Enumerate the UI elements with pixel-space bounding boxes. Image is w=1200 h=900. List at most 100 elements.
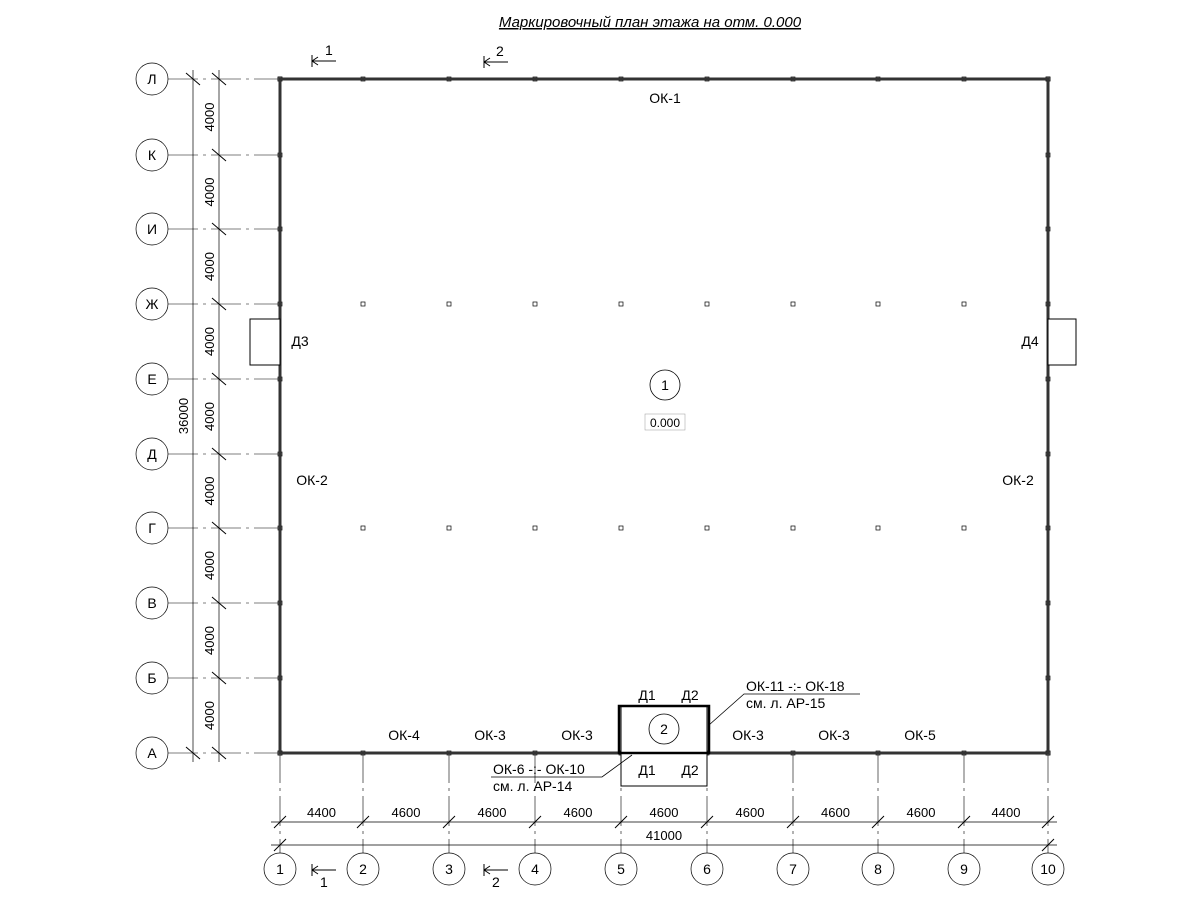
row-total-dim: 36000: [176, 398, 191, 434]
label-ok4: ОК-4: [388, 727, 420, 743]
entrance-vestibule: [620, 705, 708, 787]
col-axis-label: 6: [703, 861, 711, 877]
interior-column: [360, 301, 366, 307]
label-ok3: ОК-3: [474, 727, 506, 743]
row-dim-value: 4000: [202, 626, 217, 655]
room-number: 1: [661, 377, 669, 393]
col-axis-label: 10: [1040, 861, 1056, 877]
level-box: [644, 413, 686, 431]
vestibule-d4: [1047, 318, 1077, 366]
label-ok1: ОК-1: [649, 90, 681, 106]
row-dim-value: 4000: [202, 402, 217, 431]
interior-column: [360, 525, 366, 531]
section-arrow-icon: [311, 864, 336, 876]
col-dim-value: 4600: [564, 805, 593, 820]
row-axis-label: Е: [147, 371, 156, 387]
label-ok5: ОК-5: [904, 727, 936, 743]
label-ok2-right: ОК-2: [1002, 472, 1034, 488]
row-axis-label: Д: [147, 446, 157, 462]
vestibule-walls: [617, 704, 711, 755]
col-axis-label: 4: [531, 861, 539, 877]
col-axis-label: 7: [789, 861, 797, 877]
col-dim-value: 4600: [907, 805, 936, 820]
col-dim-value: 4600: [650, 805, 679, 820]
section-arrow-icon: [483, 864, 508, 876]
callout-leader: [708, 693, 860, 726]
row-axis-label: В: [147, 595, 156, 611]
col-dim-value: 4600: [392, 805, 421, 820]
col-dim-value: 4400: [992, 805, 1021, 820]
interior-column: [704, 301, 710, 307]
label-ok2-left: ОК-2: [296, 472, 328, 488]
section-mark: 1: [325, 42, 333, 58]
section-mark: 2: [496, 43, 504, 59]
interior-column: [618, 301, 624, 307]
room-marker: [649, 369, 681, 401]
col-axis-label: 8: [874, 861, 882, 877]
label-d2: Д2: [681, 762, 698, 778]
row-axis-label: Б: [147, 670, 156, 686]
row-dim-value: 4000: [202, 178, 217, 207]
section-mark: 1: [320, 874, 328, 890]
label-d1: Д1: [638, 762, 655, 778]
interior-column: [961, 525, 967, 531]
col-dim-value: 4600: [736, 805, 765, 820]
interior-column: [875, 525, 881, 531]
plan-labels: ОК-1 ОК-2 ОК-2 ОК-4 ОК-3 ОК-3 ОК-3 ОК-3 …: [291, 42, 1038, 890]
interior-column: [961, 301, 967, 307]
row-dim-value: 4000: [202, 551, 217, 580]
interior-column: [618, 525, 624, 531]
label-d3: Д3: [291, 333, 308, 349]
label-ok3: ОК-3: [561, 727, 593, 743]
section-arrow-icon: [311, 55, 336, 67]
col-axis-label: 1: [276, 861, 284, 877]
row-dim-value: 4000: [202, 103, 217, 132]
callout-text: ОК-6 -:- ОК-10: [493, 761, 585, 777]
row-axis-label: И: [147, 221, 157, 237]
callout-text: ОК-11 -:- ОК-18: [746, 678, 845, 694]
section-mark: 2: [492, 874, 500, 890]
label-d4: Д4: [1021, 333, 1038, 349]
axis-grid: ЛКИЖЕДГВБА400040004000400040004000400040…: [135, 62, 1065, 886]
interior-column: [446, 525, 452, 531]
label-ok3: ОК-3: [818, 727, 850, 743]
section-arrow-icon: [483, 56, 508, 68]
label-d1: Д1: [638, 687, 655, 703]
row-dim-value: 4000: [202, 701, 217, 730]
label-ok3: ОК-3: [732, 727, 764, 743]
col-total-dim: 41000: [646, 828, 682, 843]
row-axis-label: А: [147, 745, 157, 761]
row-axis-label: Л: [147, 71, 156, 87]
interior-column: [790, 525, 796, 531]
label-d2: Д2: [681, 687, 698, 703]
interior-column: [704, 525, 710, 531]
interior-column: [532, 301, 538, 307]
drawing-title: Маркировочный план этажа на отм. 0.000: [499, 14, 802, 31]
row-dim-value: 4000: [202, 327, 217, 356]
room-marker: [648, 713, 680, 745]
col-dim-value: 4600: [821, 805, 850, 820]
room-number: 2: [660, 721, 668, 737]
row-axis-label: Г: [148, 520, 156, 536]
vestibule-d3: [249, 318, 281, 366]
callout-leader: [491, 754, 633, 778]
col-axis-label: 9: [960, 861, 968, 877]
callout-text: см. л. АР-15: [746, 695, 825, 711]
col-axis-label: 5: [617, 861, 625, 877]
building-walls: [249, 77, 1077, 787]
row-axis-label: К: [148, 147, 157, 163]
row-dim-value: 4000: [202, 477, 217, 506]
col-dim-value: 4600: [478, 805, 507, 820]
callout-text: см. л. АР-14: [493, 778, 572, 794]
row-dim-value: 4000: [202, 252, 217, 281]
interior-column: [875, 301, 881, 307]
row-axis-label: Ж: [146, 296, 159, 312]
col-dim-value: 4400: [307, 805, 336, 820]
interior-column: [446, 301, 452, 307]
col-axis-label: 3: [445, 861, 453, 877]
room-level: 0.000: [650, 416, 680, 430]
interior-column: [532, 525, 538, 531]
interior-column: [790, 301, 796, 307]
col-axis-label: 2: [359, 861, 367, 877]
